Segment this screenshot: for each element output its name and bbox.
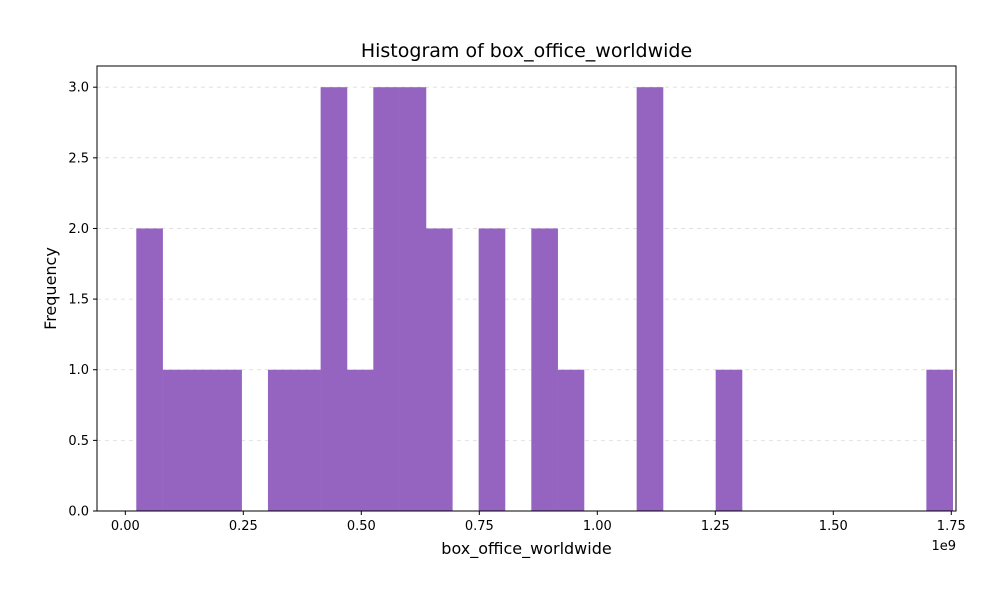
x-tick-label: 0.75 <box>465 519 494 534</box>
y-axis-ticks: 0.0 0.5 1.0 1.5 2.0 2.5 3.0 <box>68 81 97 520</box>
y-tick-label: 3.0 <box>68 81 89 96</box>
histogram-bar <box>636 87 664 511</box>
x-axis-label: box_office_worldwide <box>441 539 611 559</box>
x-tick-label: 0.50 <box>347 519 376 534</box>
x-tick-label: 1.50 <box>819 519 848 534</box>
histogram-bar <box>425 228 453 511</box>
histogram-bar <box>320 87 348 511</box>
histogram-bar <box>136 228 163 511</box>
x-axis-offset-text: 1e9 <box>931 539 956 554</box>
histogram-bar <box>478 228 506 511</box>
histogram-bar <box>531 228 558 511</box>
histogram-bars <box>136 87 953 511</box>
chart-title: Histogram of box_office_worldwide <box>361 40 692 62</box>
x-tick-label: 1.75 <box>937 519 966 534</box>
y-tick-label: 1.5 <box>68 293 89 308</box>
y-axis-label: Frequency <box>41 247 60 330</box>
histogram-bar <box>373 87 400 511</box>
histogram-bar <box>346 369 374 511</box>
histogram-bar <box>215 369 242 511</box>
histogram-bar <box>399 87 427 511</box>
x-axis-ticks: 0.00 0.25 0.50 0.75 1.00 1.25 1.50 1.75 <box>111 511 966 534</box>
histogram-bar <box>294 369 321 511</box>
plot-frame <box>96 65 957 512</box>
y-tick-label: 0.0 <box>68 505 89 520</box>
histogram-bar <box>188 369 216 511</box>
x-tick-label: 0.00 <box>111 519 140 534</box>
histogram-bar <box>162 369 190 511</box>
y-tick-label: 2.0 <box>68 222 89 237</box>
x-tick-label: 1.25 <box>701 519 730 534</box>
histogram-bar <box>715 369 743 511</box>
y-tick-label: 1.0 <box>68 363 89 378</box>
histogram-bar <box>267 369 295 511</box>
y-tick-label: 2.5 <box>68 151 89 166</box>
x-tick-label: 0.25 <box>229 519 258 534</box>
x-tick-label: 1.00 <box>583 519 612 534</box>
histogram-bar <box>926 369 953 511</box>
y-tick-label: 0.5 <box>68 434 89 449</box>
histogram-bar <box>557 369 585 511</box>
